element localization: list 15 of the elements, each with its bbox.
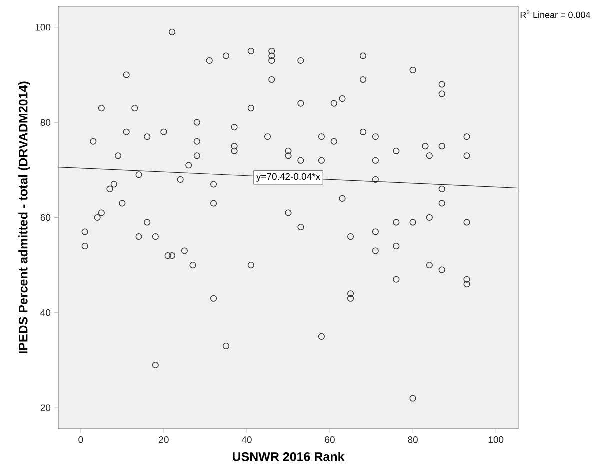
x-tick-label: 40: [242, 436, 252, 444]
annotation: y=70.42-0.04*x: [256, 173, 320, 182]
x-tick-label: 0: [78, 436, 84, 444]
y-tick-label: 60: [40, 214, 51, 222]
x-tick-label: 20: [159, 436, 169, 444]
y-tick-label: 40: [40, 310, 51, 316]
y-axis-title: IPEDS Percent admitted - total (DRVADM2014): [18, 82, 30, 354]
text: R$^{2}$ Linear = 0.004: [520, 10, 591, 18]
x-tick-label: 60: [325, 436, 335, 444]
x-tick-label: 80: [408, 436, 418, 444]
x-axis-title: USNWR 2016 Rank: [232, 452, 345, 462]
x-tick-label: 100: [488, 436, 504, 444]
y-tick-label: 100: [36, 24, 51, 31]
y-tick-label: 80: [40, 119, 51, 126]
y-tick-label: 20: [40, 404, 51, 412]
